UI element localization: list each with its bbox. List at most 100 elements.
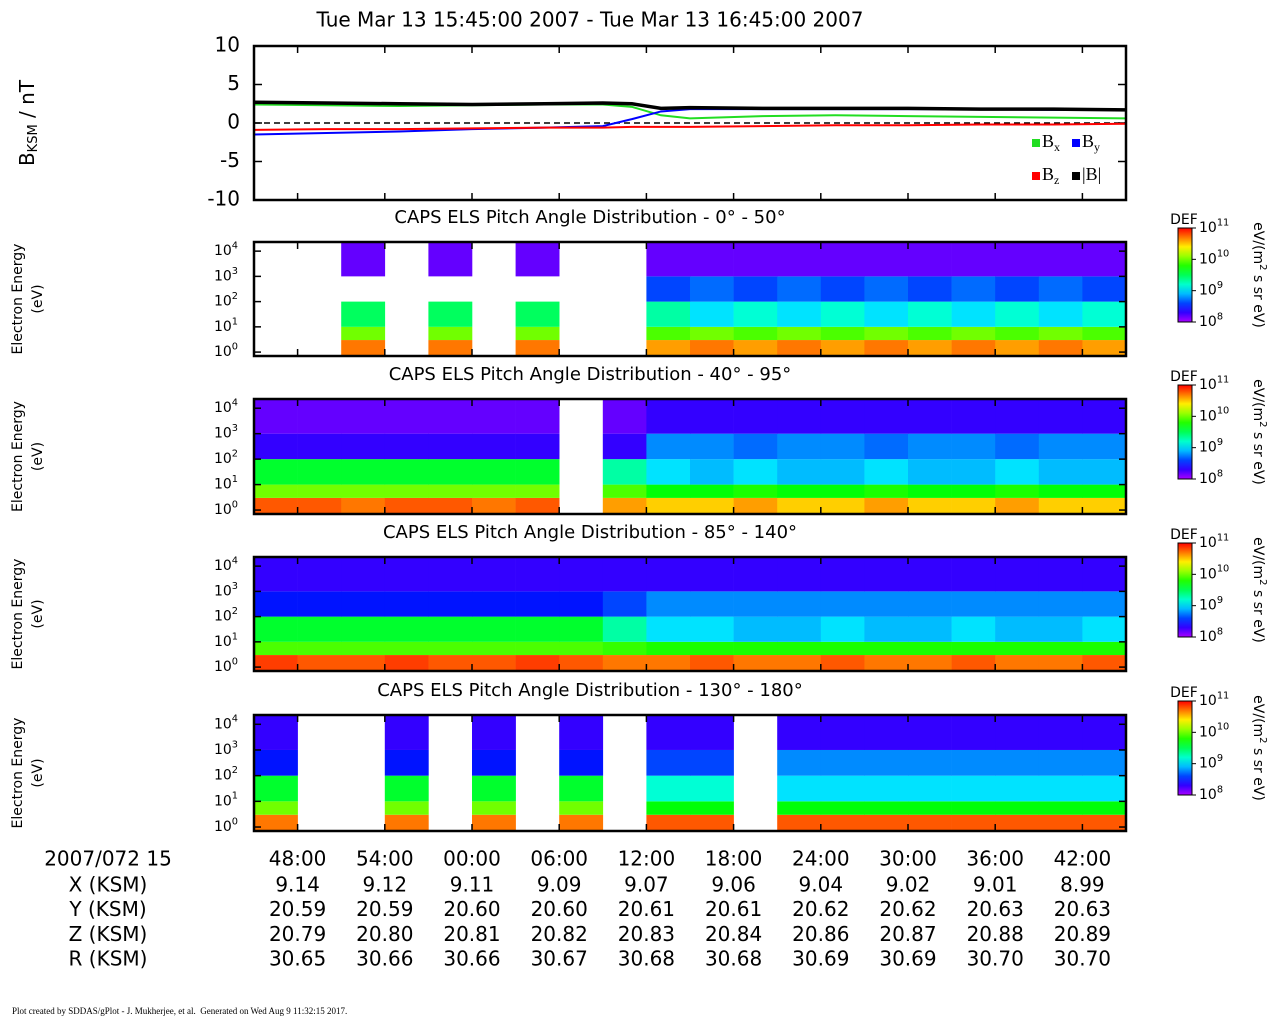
spectrogram-cell [690, 242, 734, 277]
y-tick-label: 103 [214, 423, 238, 442]
y-tick-label-base: 10 [214, 243, 232, 259]
ephemeris-value: 9.07 [624, 873, 669, 897]
spectrogram-cell [341, 399, 386, 434]
colorbar-tick-label-base: 10 [1199, 220, 1217, 236]
spectrogram-cell [1082, 433, 1127, 460]
spectrogram-cell [820, 641, 865, 656]
spectrogram-cell [908, 655, 952, 671]
spectrogram-cell [472, 497, 516, 514]
spectrogram-cell [602, 591, 647, 617]
colorbar-tick-label: 108 [1199, 784, 1223, 803]
spectrogram-cell [864, 301, 909, 327]
spectrogram-cell [690, 399, 734, 434]
colorbar-tick-label: 108 [1199, 468, 1223, 487]
spectrogram-cell [254, 715, 298, 750]
y-tick-label-base: 10 [214, 268, 232, 284]
y-tick-label-exponent: 2 [232, 449, 238, 460]
spectrogram-cell [995, 433, 1040, 460]
spectrogram-cell [472, 775, 516, 802]
ephemeris-value: 9.02 [886, 873, 931, 897]
y-tick-label-base: 10 [214, 716, 232, 732]
spectrogram-cell [690, 459, 734, 485]
colorbar-unit-part: 2 [1257, 737, 1268, 743]
spectrogram-cell [908, 749, 952, 776]
spectrogram-cell [254, 557, 298, 592]
spectrogram-cell [951, 433, 996, 460]
spectrogram-cell [995, 715, 1040, 750]
spectrogram-cell [733, 276, 778, 302]
spectrogram-cell [341, 326, 386, 341]
y-tick-label: 103 [214, 739, 238, 758]
plot-frame [252, 397, 1128, 516]
spectrogram-cell [1038, 242, 1083, 277]
spectrogram-cell [1082, 749, 1127, 776]
spectrogram-cell [690, 775, 734, 802]
colorbar [1177, 384, 1193, 480]
y-axis-label-part: KSM [26, 124, 41, 152]
spectrogram-cell [951, 557, 996, 592]
spectrogram-cell [559, 775, 604, 802]
spectrogram-cell [951, 326, 996, 341]
spectrogram-cell [341, 616, 386, 642]
spectrogram-cell [384, 459, 429, 485]
ephemeris-label: 2007/072 15 [44, 847, 172, 871]
spectrogram-cell [515, 242, 560, 277]
y-tick-label-exponent: 4 [232, 556, 238, 567]
colorbar-tick-label: 1011 [1199, 532, 1229, 551]
spectrogram-cell [864, 616, 909, 642]
spectrogram-cell [995, 242, 1040, 277]
panel-title: CAPS ELS Pitch Angle Distribution - 85° … [383, 522, 797, 543]
spectrogram-cell [820, 484, 865, 498]
spectrogram-cell [428, 557, 473, 592]
colorbar-tick-label-exponent: 10 [1217, 722, 1229, 733]
ephemeris-value: 20.60 [531, 897, 588, 921]
spectrogram-cell [254, 749, 298, 776]
spectrogram-cell [254, 775, 298, 802]
spectrogram-cell [1082, 276, 1127, 302]
spectrogram-cell [515, 591, 560, 617]
spectrogram-cell [864, 340, 909, 356]
y-tick-label-base: 10 [214, 294, 232, 310]
y-axis-label: (eV) [30, 758, 46, 787]
colorbar-label: DEF [1170, 685, 1198, 701]
y-tick-label-exponent: 2 [232, 606, 238, 617]
spectrogram-cell [472, 591, 516, 617]
spectrogram-cell [646, 655, 691, 671]
y-axis-label-part: / nT [15, 79, 39, 124]
spectrogram-cell [908, 484, 952, 498]
spectrogram-cell [864, 641, 909, 656]
spectrogram-cell [515, 655, 560, 671]
spectrogram-cell [1038, 301, 1083, 327]
spectrogram-cell [951, 801, 996, 815]
y-tick-label-exponent: 3 [232, 423, 238, 434]
colorbar-tick-label: 1011 [1199, 217, 1229, 236]
colorbar-unit: eV/(m2 s sr eV) [1250, 537, 1268, 643]
spectrogram-cell [341, 242, 386, 277]
spectrogram-cell [428, 616, 473, 642]
spectrogram-cell [820, 814, 865, 831]
spectrogram-cell [995, 276, 1040, 302]
spectrogram-cell [428, 484, 473, 498]
y-tick-label-exponent: 3 [232, 581, 238, 592]
spectrogram-cell [690, 340, 734, 356]
ephemeris-value: 9.11 [450, 873, 495, 897]
spectrogram-cell [908, 459, 952, 485]
spectrogram-cell [254, 484, 298, 498]
spectrogram-cell [777, 459, 822, 485]
spectrogram-cell [690, 749, 734, 776]
legend-swatch [1032, 172, 1040, 180]
spectrogram-cell [864, 326, 909, 341]
colorbar-tick-label-exponent: 9 [1217, 753, 1223, 764]
spectrogram-cell [777, 616, 822, 642]
colorbar-tick-label-exponent: 11 [1217, 217, 1229, 228]
colorbar [1177, 227, 1193, 323]
y-tick-label: 102 [214, 765, 238, 784]
spectrogram-cell [1082, 616, 1127, 642]
colorbar-tick-label-base: 10 [1199, 756, 1217, 772]
legend-label: By [1082, 131, 1100, 154]
colorbar-tick-label-exponent: 9 [1217, 595, 1223, 606]
spectrogram-cell [297, 433, 342, 460]
spectrogram-cell [995, 497, 1040, 514]
ephemeris-value: 20.86 [792, 922, 849, 946]
colorbar-unit-part: s sr eV) [1250, 428, 1266, 485]
